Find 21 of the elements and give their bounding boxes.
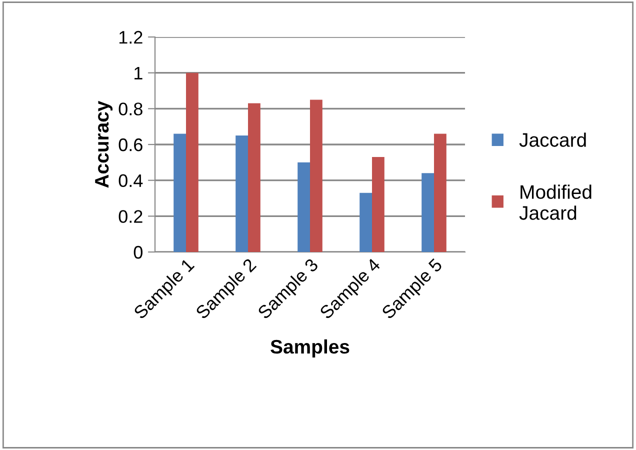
bar xyxy=(186,72,198,252)
x-axis-title: Samples xyxy=(270,339,350,358)
legend-label: Jaccard xyxy=(519,132,586,147)
bar xyxy=(422,173,434,252)
y-tick-label: 0.2 xyxy=(118,210,142,223)
y-axis-title: Accuracy xyxy=(95,100,113,188)
legend-label: Modified Jacard xyxy=(519,184,592,220)
y-tick-label: 0 xyxy=(134,246,142,259)
y-tick-label: 0.4 xyxy=(118,174,143,188)
y-tick-label: 0.6 xyxy=(118,138,142,152)
bar xyxy=(360,192,372,252)
bar xyxy=(248,103,260,252)
bar xyxy=(434,134,446,252)
bar xyxy=(298,162,310,252)
bar xyxy=(372,157,384,252)
bar xyxy=(310,100,322,252)
y-tick-label: 1.2 xyxy=(119,30,142,44)
bar xyxy=(236,136,248,252)
bar xyxy=(174,134,186,252)
y-tick-label: 0.8 xyxy=(118,102,142,116)
y-tick-label: 1 xyxy=(134,66,142,80)
